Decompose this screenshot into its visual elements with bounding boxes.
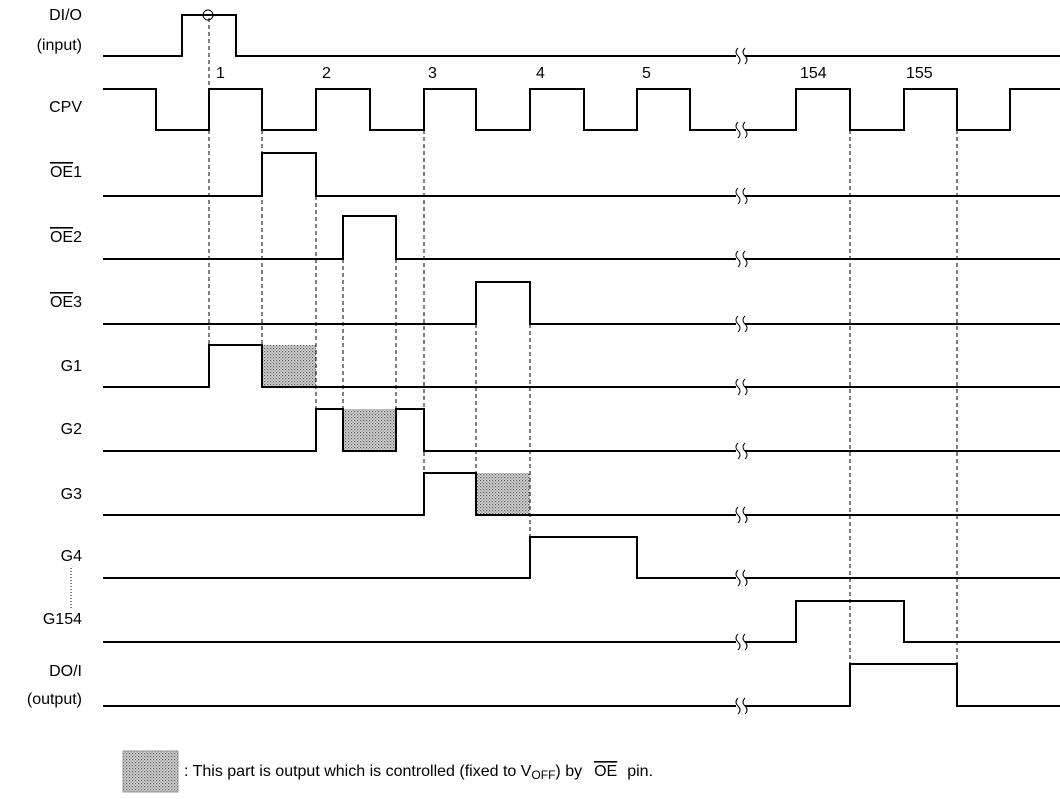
signal-label: G1 [61, 358, 82, 375]
break-gap [736, 511, 745, 519]
overline-text: OE [50, 229, 73, 246]
clock-number: 4 [536, 65, 545, 82]
legend-swatch [122, 750, 179, 793]
break-mark [735, 250, 741, 268]
signal-sublabel: (output) [27, 691, 82, 708]
waveform [103, 663, 1060, 707]
signal-label: CPV [49, 99, 82, 116]
break-mark [742, 378, 748, 396]
break-mark [735, 697, 741, 715]
waveform [103, 88, 1060, 131]
legend-text-part: ) by [555, 763, 582, 780]
signal-label: G154 [43, 611, 82, 628]
break-mark [735, 633, 741, 651]
clock-number: 1 [216, 65, 225, 82]
waveform [103, 472, 1060, 516]
signal-label: OE3 [50, 294, 82, 311]
waveform [103, 536, 1060, 579]
break-gap [736, 52, 745, 60]
break-gap [736, 383, 745, 391]
break-mark [742, 315, 748, 333]
overline-text: OE [50, 294, 73, 311]
break-gap [736, 255, 745, 263]
shaded-output [476, 473, 530, 515]
time-breaks [735, 47, 748, 715]
legend-text: : This part is output which is controlle… [184, 763, 653, 782]
waveform [103, 281, 1060, 325]
signal-label: 3 [73, 294, 82, 311]
break-mark [735, 121, 741, 139]
clock-number: 5 [642, 65, 651, 82]
break-gap [736, 574, 745, 582]
legend-subscript: OFF [531, 768, 555, 782]
break-mark [742, 187, 748, 205]
break-mark [742, 633, 748, 651]
break-gap [736, 192, 745, 200]
clock-number: 155 [906, 65, 933, 82]
break-mark [735, 378, 741, 396]
waveform [103, 344, 1060, 388]
clock-number: 154 [800, 65, 827, 82]
break-gap [736, 638, 745, 646]
break-gap [736, 320, 745, 328]
break-mark [742, 121, 748, 139]
break-gap [736, 702, 745, 710]
legend-text-part: pin. [627, 763, 653, 780]
waveform [103, 14, 1060, 57]
break-mark [742, 442, 748, 460]
break-mark [735, 187, 741, 205]
waveform [103, 152, 1060, 197]
shaded-output [343, 409, 396, 451]
break-gap [736, 447, 745, 455]
signal-label: OE2 [50, 229, 82, 246]
signal-sublabel: (input) [37, 37, 82, 54]
break-mark [735, 442, 741, 460]
clock-number: 2 [322, 65, 331, 82]
break-mark [742, 250, 748, 268]
shaded-output [262, 345, 316, 387]
break-mark [735, 315, 741, 333]
break-mark [735, 506, 741, 524]
overline-text: OE [594, 763, 617, 780]
break-gap [736, 126, 745, 134]
waveform [103, 215, 1060, 260]
trigger-mark [202, 9, 214, 21]
break-mark [742, 506, 748, 524]
break-mark [735, 569, 741, 587]
break-mark [742, 47, 748, 65]
waveform [103, 600, 1060, 643]
clock-number: 3 [428, 65, 437, 82]
break-mark [735, 47, 741, 65]
waveform [103, 408, 1060, 452]
signal-label: DO/I [49, 663, 82, 680]
break-mark [742, 697, 748, 715]
overline-text: OE [50, 164, 73, 181]
signal-label: DI/O [49, 7, 82, 24]
signal-label: G4 [61, 548, 82, 565]
signal-label: G3 [61, 486, 82, 503]
break-mark [742, 569, 748, 587]
signal-label: 1 [73, 164, 82, 181]
signal-label: 2 [73, 229, 82, 246]
signal-label: G2 [61, 421, 82, 438]
signal-label: OE1 [50, 164, 82, 181]
legend-text-part: : This part is output which is controlle… [184, 763, 532, 780]
